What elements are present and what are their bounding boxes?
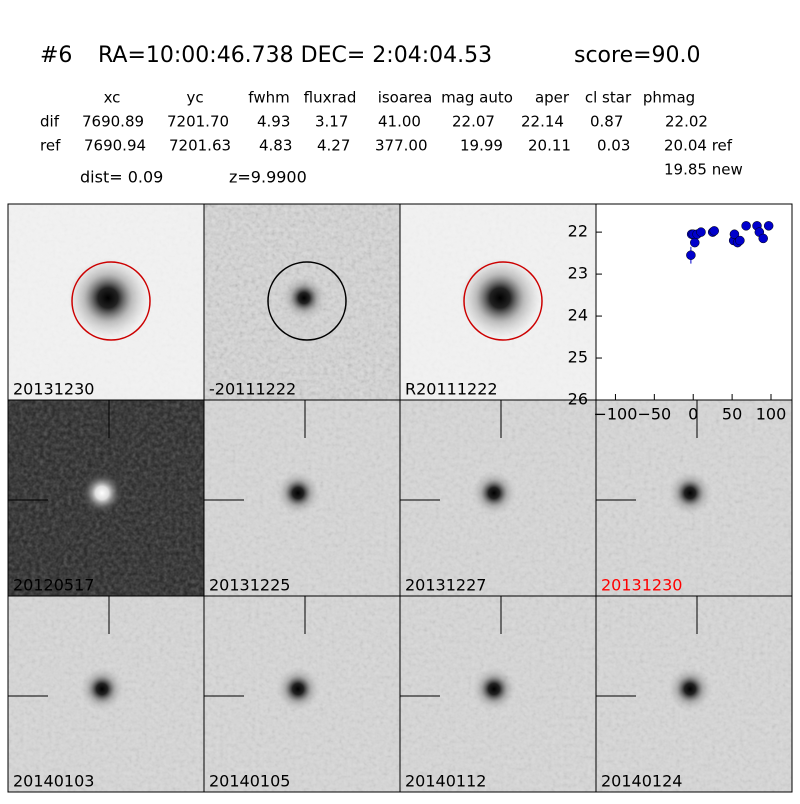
- table-cell: 22.07: [452, 113, 495, 131]
- point: [763, 221, 774, 231]
- panel-label: -20111222: [209, 380, 296, 399]
- column-header: yc: [186, 89, 203, 107]
- table-cell: 7690.94: [84, 137, 146, 155]
- source: [668, 471, 712, 515]
- point: [741, 221, 751, 231]
- aperture: [267, 261, 347, 341]
- table-cell: 19.99: [460, 137, 503, 155]
- table-cell: 4.27: [317, 137, 350, 155]
- panel-label: 20140112: [405, 772, 486, 791]
- table-cell: 20.04 ref: [664, 137, 733, 155]
- column-header: fluxrad: [304, 89, 357, 107]
- panel-label: 20140124: [601, 772, 682, 791]
- coordinates: RA=10:00:46.738 DEC= 2:04:04.53: [98, 43, 492, 68]
- x-tick-label: −100: [593, 405, 637, 424]
- panel-label: 20140103: [13, 772, 94, 791]
- table-cell: 7201.70: [167, 113, 229, 131]
- table-cell: 377.00: [375, 137, 428, 155]
- source: [276, 667, 320, 711]
- column-header: xc: [104, 89, 121, 107]
- column-header: fwhm: [248, 89, 289, 107]
- table-cell: 41.00: [378, 113, 421, 131]
- x-tick-label: 0: [688, 405, 698, 424]
- point: [686, 250, 696, 260]
- source: [80, 667, 124, 711]
- panel-label: R20111222: [405, 380, 498, 399]
- source: [460, 258, 540, 338]
- y-tick-label: 22: [568, 222, 588, 241]
- column-header: phmag: [643, 89, 695, 107]
- source: [68, 258, 148, 338]
- candidate-id: #6: [40, 43, 72, 68]
- point: [690, 237, 700, 248]
- aperture: [71, 261, 151, 341]
- table-cell: 7201.63: [169, 137, 231, 155]
- point: [709, 226, 719, 236]
- panel-label: 20140105: [209, 772, 290, 791]
- aperture: [463, 261, 543, 341]
- panel-label: 20131225: [209, 576, 290, 595]
- x-tick-label: 100: [756, 405, 787, 424]
- point: [696, 227, 706, 237]
- column-header: isoarea: [378, 89, 433, 107]
- score: score=90.0: [574, 43, 701, 68]
- table-cell: 0.03: [597, 137, 630, 155]
- y-tick-label: 23: [568, 264, 588, 283]
- y-tick-label: 25: [568, 348, 588, 367]
- table-cell: ref: [40, 137, 61, 155]
- table-cell: 4.93: [257, 113, 290, 131]
- point: [735, 235, 745, 246]
- table-cell: 0.87: [590, 113, 623, 131]
- panel-label: 20131230: [601, 576, 682, 595]
- table-cell: 7690.89: [82, 113, 144, 131]
- source: [80, 471, 124, 515]
- table-cell: 20.11: [528, 137, 571, 155]
- new-mag: 19.85 new: [664, 161, 743, 179]
- source: [668, 667, 712, 711]
- column-header: cl star: [585, 89, 632, 107]
- table-cell: 4.83: [259, 137, 292, 155]
- y-tick-label: 26: [568, 390, 588, 409]
- table-cell: 22.02: [665, 113, 708, 131]
- panel-label: 20131227: [405, 576, 486, 595]
- column-header: aper: [535, 89, 570, 107]
- column-header: mag auto: [441, 89, 513, 107]
- distance: dist= 0.09: [80, 168, 163, 187]
- table-cell: 22.14: [521, 113, 564, 131]
- source: [282, 276, 326, 320]
- source: [472, 471, 516, 515]
- source: [276, 471, 320, 515]
- panel-frame: [595, 595, 793, 793]
- point: [729, 229, 740, 239]
- point: [758, 233, 768, 244]
- x-tick-label: −50: [637, 405, 671, 424]
- source: [472, 667, 516, 711]
- table-cell: dif: [40, 113, 60, 131]
- y-tick-label: 24: [568, 306, 588, 325]
- redshift: z=9.9900: [229, 168, 307, 187]
- table-cell: 3.17: [315, 113, 348, 131]
- panel-label: 20120517: [13, 576, 94, 595]
- x-tick-label: 50: [722, 405, 742, 424]
- panel-label: 20131230: [13, 380, 94, 399]
